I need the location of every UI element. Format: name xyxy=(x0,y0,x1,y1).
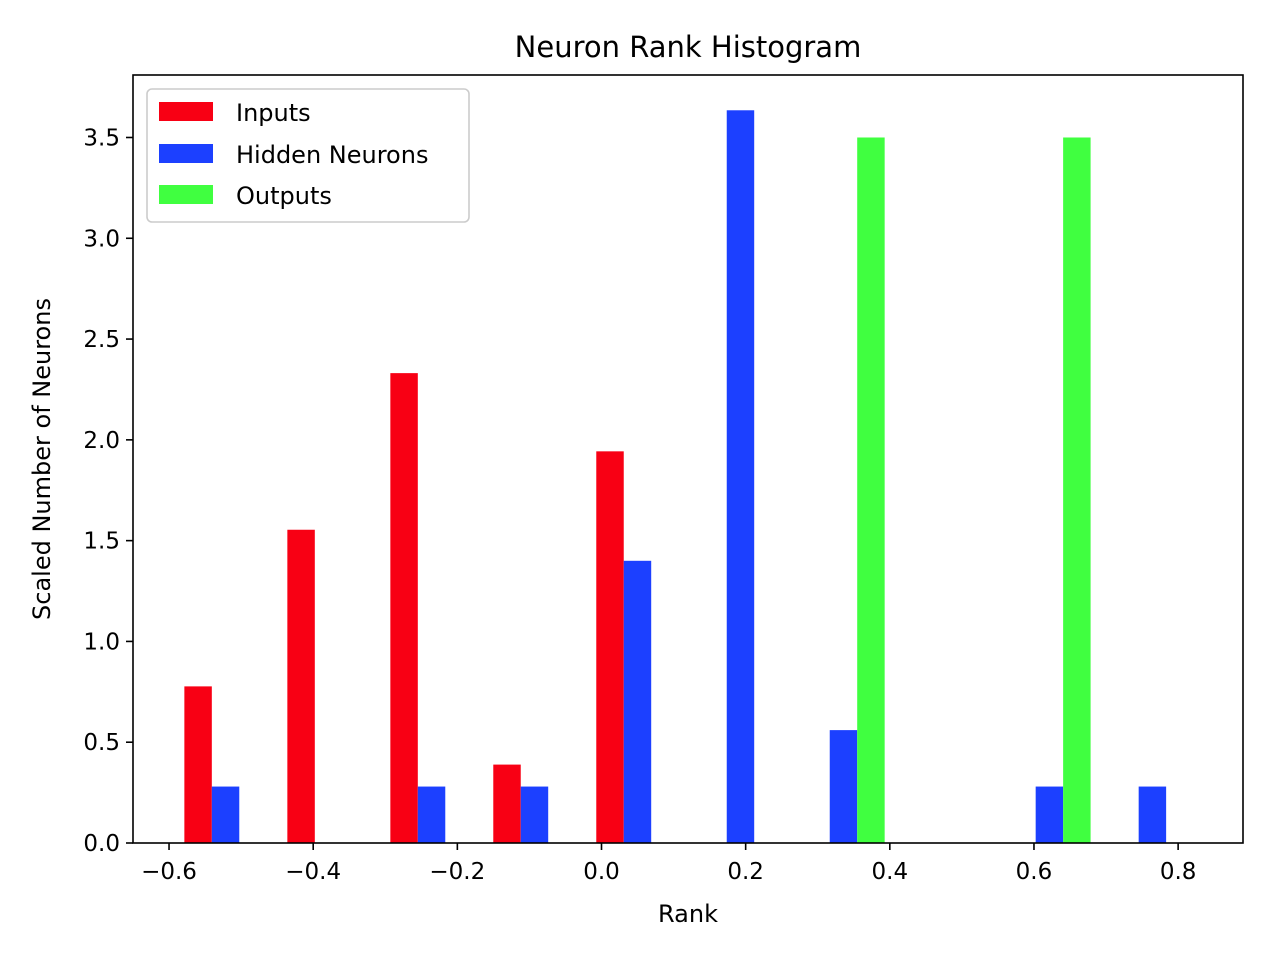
bar-hidden-neurons-0 xyxy=(211,786,240,843)
legend-label-outputs: Outputs xyxy=(236,182,332,210)
bar-inputs-4 xyxy=(596,451,624,843)
x-tick-label: 0.2 xyxy=(727,859,764,885)
x-tick-label: 0.4 xyxy=(872,859,909,885)
y-tick-label: 0.5 xyxy=(83,730,120,756)
x-tick-label: 0.8 xyxy=(1160,859,1197,885)
bars-layer xyxy=(184,110,1167,844)
y-tick-label: 0.0 xyxy=(83,831,120,857)
series-inputs xyxy=(184,373,624,843)
x-tick-label: 0.6 xyxy=(1016,859,1053,885)
ticks-layer: −0.6 −0.4 −0.2 0.0 0.2 0.4 0.6 0.8 0.0 0.5 1.0 1.5 2… xyxy=(83,125,1196,885)
y-tick-label: 1.5 xyxy=(83,529,120,555)
bar-hidden-neurons-6 xyxy=(1035,786,1064,843)
bar-hidden-neurons-7 xyxy=(1138,786,1167,843)
legend-label-inputs: Inputs xyxy=(236,99,311,127)
bar-hidden-neurons-5 xyxy=(829,730,858,843)
x-axis-label: Rank xyxy=(658,900,718,928)
x-tick-label: −0.2 xyxy=(429,859,485,885)
bar-inputs-1 xyxy=(287,529,315,843)
bar-inputs-2 xyxy=(390,373,418,843)
legend-frame xyxy=(146,88,470,223)
bar-hidden-neurons-4 xyxy=(726,110,755,843)
series-hidden-neurons xyxy=(211,110,1167,843)
legend: Inputs Hidden Neurons Outputs xyxy=(146,88,470,223)
x-tick-label: −0.4 xyxy=(285,859,341,885)
legend-swatch-outputs xyxy=(159,185,213,204)
legend-swatch-hidden-neurons xyxy=(159,144,213,163)
legend-swatch-inputs xyxy=(159,102,213,121)
bar-hidden-neurons-3 xyxy=(623,560,652,843)
x-tick-label: −0.6 xyxy=(141,859,197,885)
chart-title: Neuron Rank Histogram xyxy=(515,30,862,64)
x-tick-label: 0.0 xyxy=(583,859,620,885)
y-tick-label: 2.0 xyxy=(83,428,120,454)
bar-inputs-3 xyxy=(493,764,521,843)
series-outputs xyxy=(857,137,1091,844)
bar-hidden-neurons-2 xyxy=(520,786,549,843)
plot-frame xyxy=(132,74,1244,844)
bar-hidden-neurons-1 xyxy=(417,786,446,843)
y-tick-label: 3.0 xyxy=(83,226,120,252)
bar-inputs-0 xyxy=(184,686,212,843)
y-tick-label: 2.5 xyxy=(83,327,120,353)
y-tick-label: 1.0 xyxy=(83,629,120,655)
bar-outputs-0 xyxy=(857,137,885,844)
y-axis-label: Scaled Number of Neurons xyxy=(28,298,56,620)
y-tick-label: 3.5 xyxy=(83,125,120,151)
legend-label-hidden-neurons: Hidden Neurons xyxy=(236,141,428,169)
bar-outputs-1 xyxy=(1063,137,1091,844)
